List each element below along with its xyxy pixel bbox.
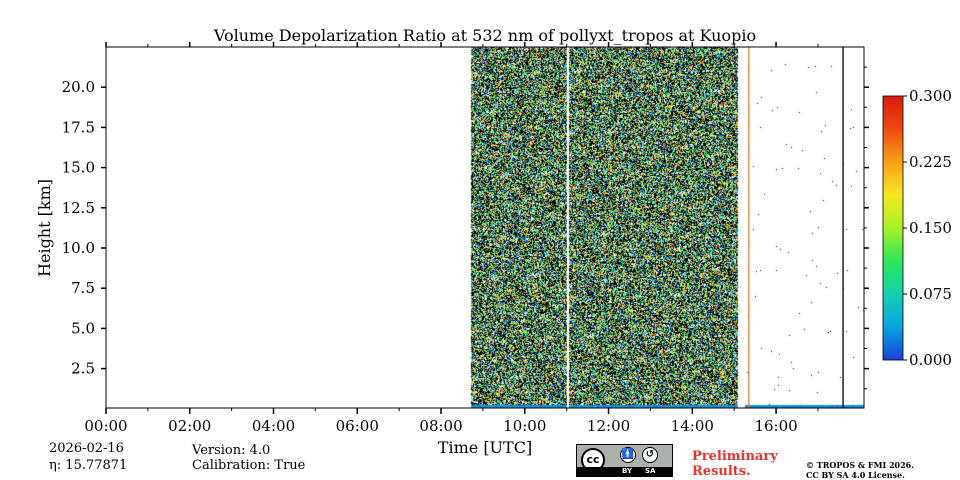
y-tick-label-3: 10.0: [62, 239, 95, 257]
x-axis-label: Time [UTC]: [438, 438, 532, 457]
y-tick-label-7: 20.0: [62, 78, 95, 96]
y-axis: 2.5 5.0 7.5 10.0 12.5 15.0 17.5 20.0: [62, 66, 869, 390]
share-alike-icon: ↺: [642, 447, 658, 463]
colorbar-tick-label-2: 0.150: [909, 219, 952, 237]
plot-area: [106, 47, 864, 408]
x-tick-label-5: 10:00: [503, 417, 546, 435]
preliminary-line1: Preliminary: [692, 449, 778, 464]
colorbar-tick-label-4: 0.300: [909, 87, 952, 105]
colorbar-tick-label-1: 0.075: [909, 285, 952, 303]
chart-title: Volume Depolarization Ratio at 532 nm of…: [213, 26, 756, 45]
cc-badge-bar: [577, 467, 672, 476]
x-tick-label-3: 06:00: [336, 417, 379, 435]
x-axis: 00:00 02:00 04:00 06:00 08:00 10:00 12:00 14:00…: [84, 42, 819, 435]
x-tick-label-2: 04:00: [252, 417, 295, 435]
colorbar-gradient: [882, 95, 904, 361]
x-tick-label-6: 12:00: [587, 417, 630, 435]
footer-version: Version: 4.0: [192, 443, 271, 458]
copyright-line2: CC BY SA 4.0 License.: [806, 470, 905, 480]
x-tick-label-1: 02:00: [168, 417, 211, 435]
attribution-icon: 🚹: [620, 447, 636, 463]
y-tick-label-4: 12.5: [62, 199, 95, 217]
colorbar: 0.000 0.075 0.150 0.225 0.300: [882, 87, 952, 369]
colorbar-tick-label-0: 0.000: [909, 351, 952, 369]
colorbar-tick-label-3: 0.225: [909, 153, 952, 171]
x-tick-label-4: 08:00: [419, 417, 462, 435]
cc-license-badge: cc 🚹 ↺ BY SA: [576, 444, 673, 477]
y-tick-label-2: 7.5: [71, 279, 95, 297]
x-tick-label-0: 00:00: [84, 417, 127, 435]
y-tick-label-1: 5.0: [71, 319, 95, 337]
footer-calibration: Calibration: True: [192, 458, 306, 473]
y-tick-label-0: 2.5: [71, 360, 95, 378]
preliminary-line2: Results.: [692, 464, 751, 479]
y-axis-label: Height [km]: [35, 179, 54, 277]
x-tick-label-7: 14:00: [671, 417, 714, 435]
copyright-line1: © TROPOS & FMI 2026.: [806, 460, 915, 470]
cc-sa-label: SA: [645, 467, 656, 475]
footer-eta: η: 15.77871: [49, 458, 128, 473]
y-tick-label-6: 17.5: [62, 118, 95, 136]
heatmap-image: [106, 47, 864, 408]
cc-by-label: BY: [622, 467, 633, 475]
y-tick-label-5: 15.0: [62, 159, 95, 177]
footer-date: 2026-02-16: [49, 441, 124, 456]
x-tick-label-8: 16:00: [754, 417, 797, 435]
